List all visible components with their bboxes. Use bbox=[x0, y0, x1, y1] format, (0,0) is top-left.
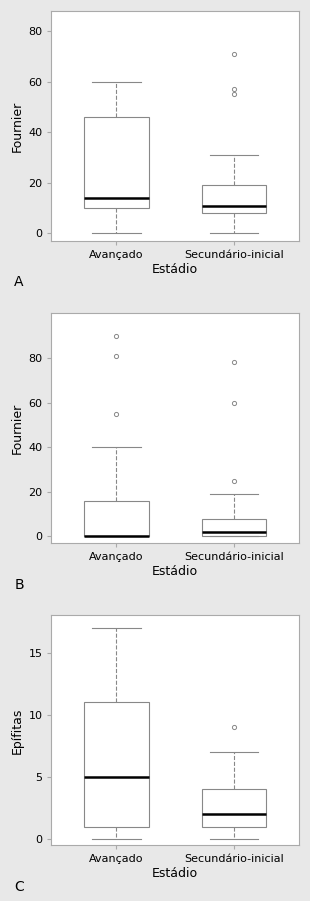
Bar bbox=[84, 703, 149, 826]
Y-axis label: Epífitas: Epífitas bbox=[11, 707, 24, 753]
Bar bbox=[84, 501, 149, 536]
X-axis label: Estádio: Estádio bbox=[152, 263, 198, 276]
X-axis label: Estádio: Estádio bbox=[152, 867, 198, 880]
Text: A: A bbox=[14, 276, 24, 289]
Text: B: B bbox=[14, 578, 24, 592]
Y-axis label: Fournier: Fournier bbox=[11, 403, 24, 454]
Bar bbox=[202, 186, 267, 214]
Y-axis label: Fournier: Fournier bbox=[11, 100, 24, 151]
Text: C: C bbox=[14, 879, 24, 894]
Bar bbox=[84, 117, 149, 208]
Bar bbox=[202, 519, 267, 536]
X-axis label: Estádio: Estádio bbox=[152, 565, 198, 578]
Bar bbox=[202, 789, 267, 826]
